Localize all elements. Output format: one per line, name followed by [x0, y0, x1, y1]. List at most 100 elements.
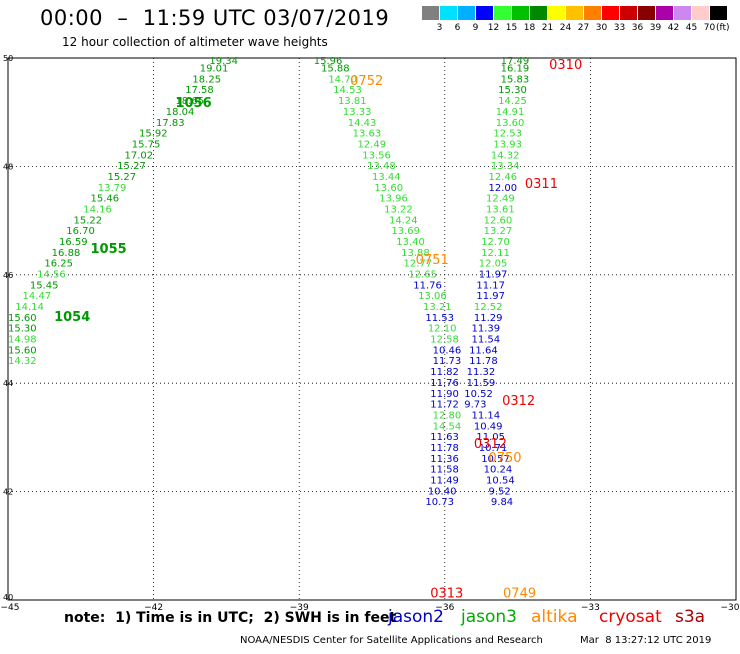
track-label: 0310: [549, 58, 582, 73]
swh-label: 18.65: [175, 96, 204, 107]
swh-label: 15.45: [30, 280, 59, 291]
swh-label: 11.29: [474, 313, 503, 324]
legend-swatch: [440, 6, 457, 20]
lon-tick-label: −39: [290, 603, 309, 613]
swh-label: 13.79: [98, 183, 127, 194]
swh-label: 14.54: [433, 421, 462, 432]
legend-unit: (ft): [716, 23, 730, 33]
swh-label: 11.82: [430, 367, 459, 378]
swh-label: 15.92: [139, 129, 168, 140]
legend-swatch: [602, 6, 619, 20]
swh-label: 11.32: [467, 367, 496, 378]
swh-label: 10.24: [484, 465, 513, 476]
swh-label: 13.22: [384, 204, 413, 215]
swh-label: 11.17: [476, 280, 505, 291]
legend-swatch: [638, 6, 655, 20]
track-label: 1054: [54, 310, 90, 325]
swh-label: 12.77: [404, 259, 433, 270]
track-label: 0749: [503, 586, 536, 601]
lat-tick-label: 44: [3, 379, 13, 388]
swh-label: 13.96: [379, 194, 408, 205]
legend-label: 3: [436, 23, 443, 33]
map-frame: [7, 57, 737, 601]
swh-label: 13.88: [401, 248, 430, 259]
footer-note: note: 1) Time is in UTC; 2) SWH is in fe…: [64, 610, 397, 626]
swh-label: 10.73: [425, 497, 454, 508]
swh-label: 12.05: [479, 259, 508, 270]
swh-label: 11.76: [430, 378, 459, 389]
swh-label: 17.02: [124, 150, 153, 161]
swh-label: 12.80: [433, 410, 462, 421]
swh-label: 13.44: [372, 172, 401, 183]
satellite-name: jason2: [388, 607, 444, 627]
swh-label: 15.46: [91, 194, 120, 205]
swh-label: 13.93: [493, 139, 522, 150]
swh-label: 15.22: [74, 215, 103, 226]
swh-label: 11.14: [471, 410, 500, 421]
swh-label: 9.84: [491, 497, 513, 508]
swh-label: 15.60: [8, 345, 37, 356]
swh-label: 15.96: [314, 56, 343, 67]
swh-label: 13.48: [367, 161, 396, 172]
swh-label: 13.34: [491, 161, 520, 172]
swh-label: 13.21: [423, 302, 452, 313]
swh-label: 10.40: [428, 486, 457, 497]
swh-label: 11.59: [467, 378, 496, 389]
swh-label: 12.70: [481, 237, 510, 248]
track-label: 1055: [91, 242, 127, 257]
legend-swatch: [584, 6, 601, 20]
swh-label: 16.88: [52, 248, 81, 259]
swh-label: 14.53: [333, 85, 362, 96]
legend-swatch: [530, 6, 547, 20]
swh-label: 14.47: [23, 291, 52, 302]
swh-label: 11.58: [430, 465, 459, 476]
subtitle: 12 hour collection of altimeter wave hei…: [62, 35, 328, 49]
legend-swatch: [710, 6, 727, 20]
swh-label: 9.52: [488, 486, 510, 497]
swh-label: 10.57: [481, 454, 510, 465]
swh-label: 14.14: [15, 302, 44, 313]
lon-tick-label: −42: [144, 603, 163, 613]
legend-label: 24: [559, 23, 572, 33]
swh-label: 17.58: [185, 85, 214, 96]
swh-label: 13.63: [353, 129, 382, 140]
legend-label: 9: [472, 23, 479, 33]
legend-label: 70: [703, 23, 716, 33]
swh-label: 15.60: [8, 313, 37, 324]
swh-label: 11.76: [413, 280, 442, 291]
swh-label: 15.75: [132, 139, 161, 150]
swh-label: 14.70: [328, 74, 357, 85]
lat-tick-label: 42: [3, 488, 13, 497]
swh-label: 12.00: [488, 183, 517, 194]
lat-tick-label: 48: [3, 162, 13, 171]
lat-tick-label: 40: [3, 593, 13, 602]
swh-label: 19.01: [200, 64, 229, 75]
swh-label: 12.49: [486, 194, 515, 205]
swh-label: 12.11: [481, 248, 510, 259]
legend-label: 36: [631, 23, 644, 33]
swh-label: 16.70: [66, 226, 95, 237]
swh-label: 16.19: [501, 64, 530, 75]
swh-label: 12.53: [493, 129, 522, 140]
swh-label: 12.58: [430, 335, 459, 346]
swh-label: 9.73: [464, 400, 486, 411]
satellite-name: s3a: [675, 607, 706, 627]
lat-tick-label: 46: [3, 271, 13, 280]
swh-label: 14.91: [496, 107, 525, 118]
swh-label: 12.65: [408, 270, 437, 281]
legend-swatch: [674, 6, 691, 20]
track-label: 0311: [525, 177, 558, 192]
swh-label: 14.32: [8, 356, 37, 367]
swh-label: 14.16: [83, 204, 112, 215]
swh-label: 15.27: [117, 161, 146, 172]
swh-label: 17.49: [501, 56, 530, 67]
legend-swatch: [692, 6, 709, 20]
legend-swatch: [422, 6, 439, 20]
swh-label: 10.71: [479, 443, 508, 454]
legend-swatch: [458, 6, 475, 20]
swh-label: 10.49: [474, 421, 503, 432]
lon-tick-label: −30: [721, 603, 740, 613]
swh-label: 19.34: [209, 56, 238, 67]
swh-label: 12.10: [428, 324, 457, 335]
